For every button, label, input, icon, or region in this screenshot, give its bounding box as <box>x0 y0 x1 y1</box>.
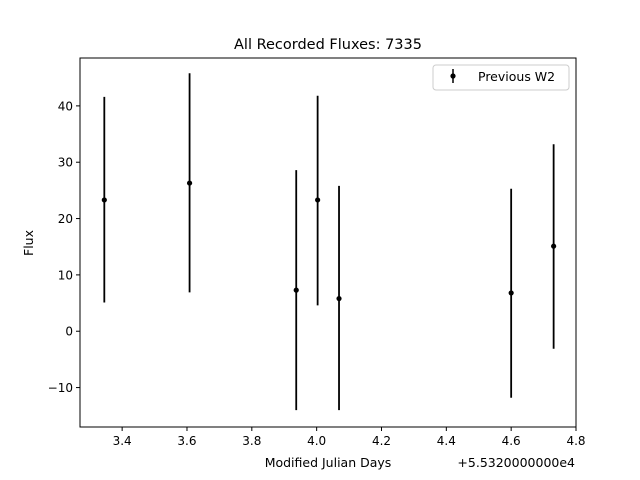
data-point <box>508 290 514 296</box>
x-tick-label: 4.2 <box>372 434 391 448</box>
x-tick-label: 3.8 <box>242 434 261 448</box>
y-tick-label: 10 <box>58 268 73 282</box>
chart-title: All Recorded Fluxes: 7335 <box>234 37 422 53</box>
y-tick-label: 0 <box>65 325 73 339</box>
data-point <box>186 180 193 186</box>
x-tick-label: 4.8 <box>566 434 585 448</box>
x-axis-offset-label: +5.5320000000e4 <box>457 455 575 470</box>
y-tick-label: 30 <box>58 156 73 170</box>
data-point <box>101 197 107 203</box>
data-point <box>551 243 557 249</box>
data-point <box>336 295 342 302</box>
y-tick-label: 20 <box>58 212 73 226</box>
y-tick-label: −10 <box>48 381 73 395</box>
x-tick-label: 3.6 <box>177 434 196 448</box>
y-axis-label: Flux <box>21 230 36 256</box>
x-tick-label: 4.0 <box>307 434 326 448</box>
x-tick-label: 4.6 <box>502 434 521 448</box>
legend-point-marker <box>450 73 456 79</box>
data-point <box>315 197 321 203</box>
legend-box <box>432 64 570 91</box>
x-axis-label: Modified Julian Days <box>265 455 392 470</box>
legend-series-label: Previous W2 <box>478 69 555 84</box>
data-point <box>293 287 299 293</box>
y-tick-label: 40 <box>58 99 73 113</box>
x-tick-label: 3.4 <box>113 434 132 448</box>
plot-area-frame <box>79 57 577 428</box>
x-tick-label: 4.4 <box>437 434 456 448</box>
legend: Previous W2 <box>432 64 570 91</box>
